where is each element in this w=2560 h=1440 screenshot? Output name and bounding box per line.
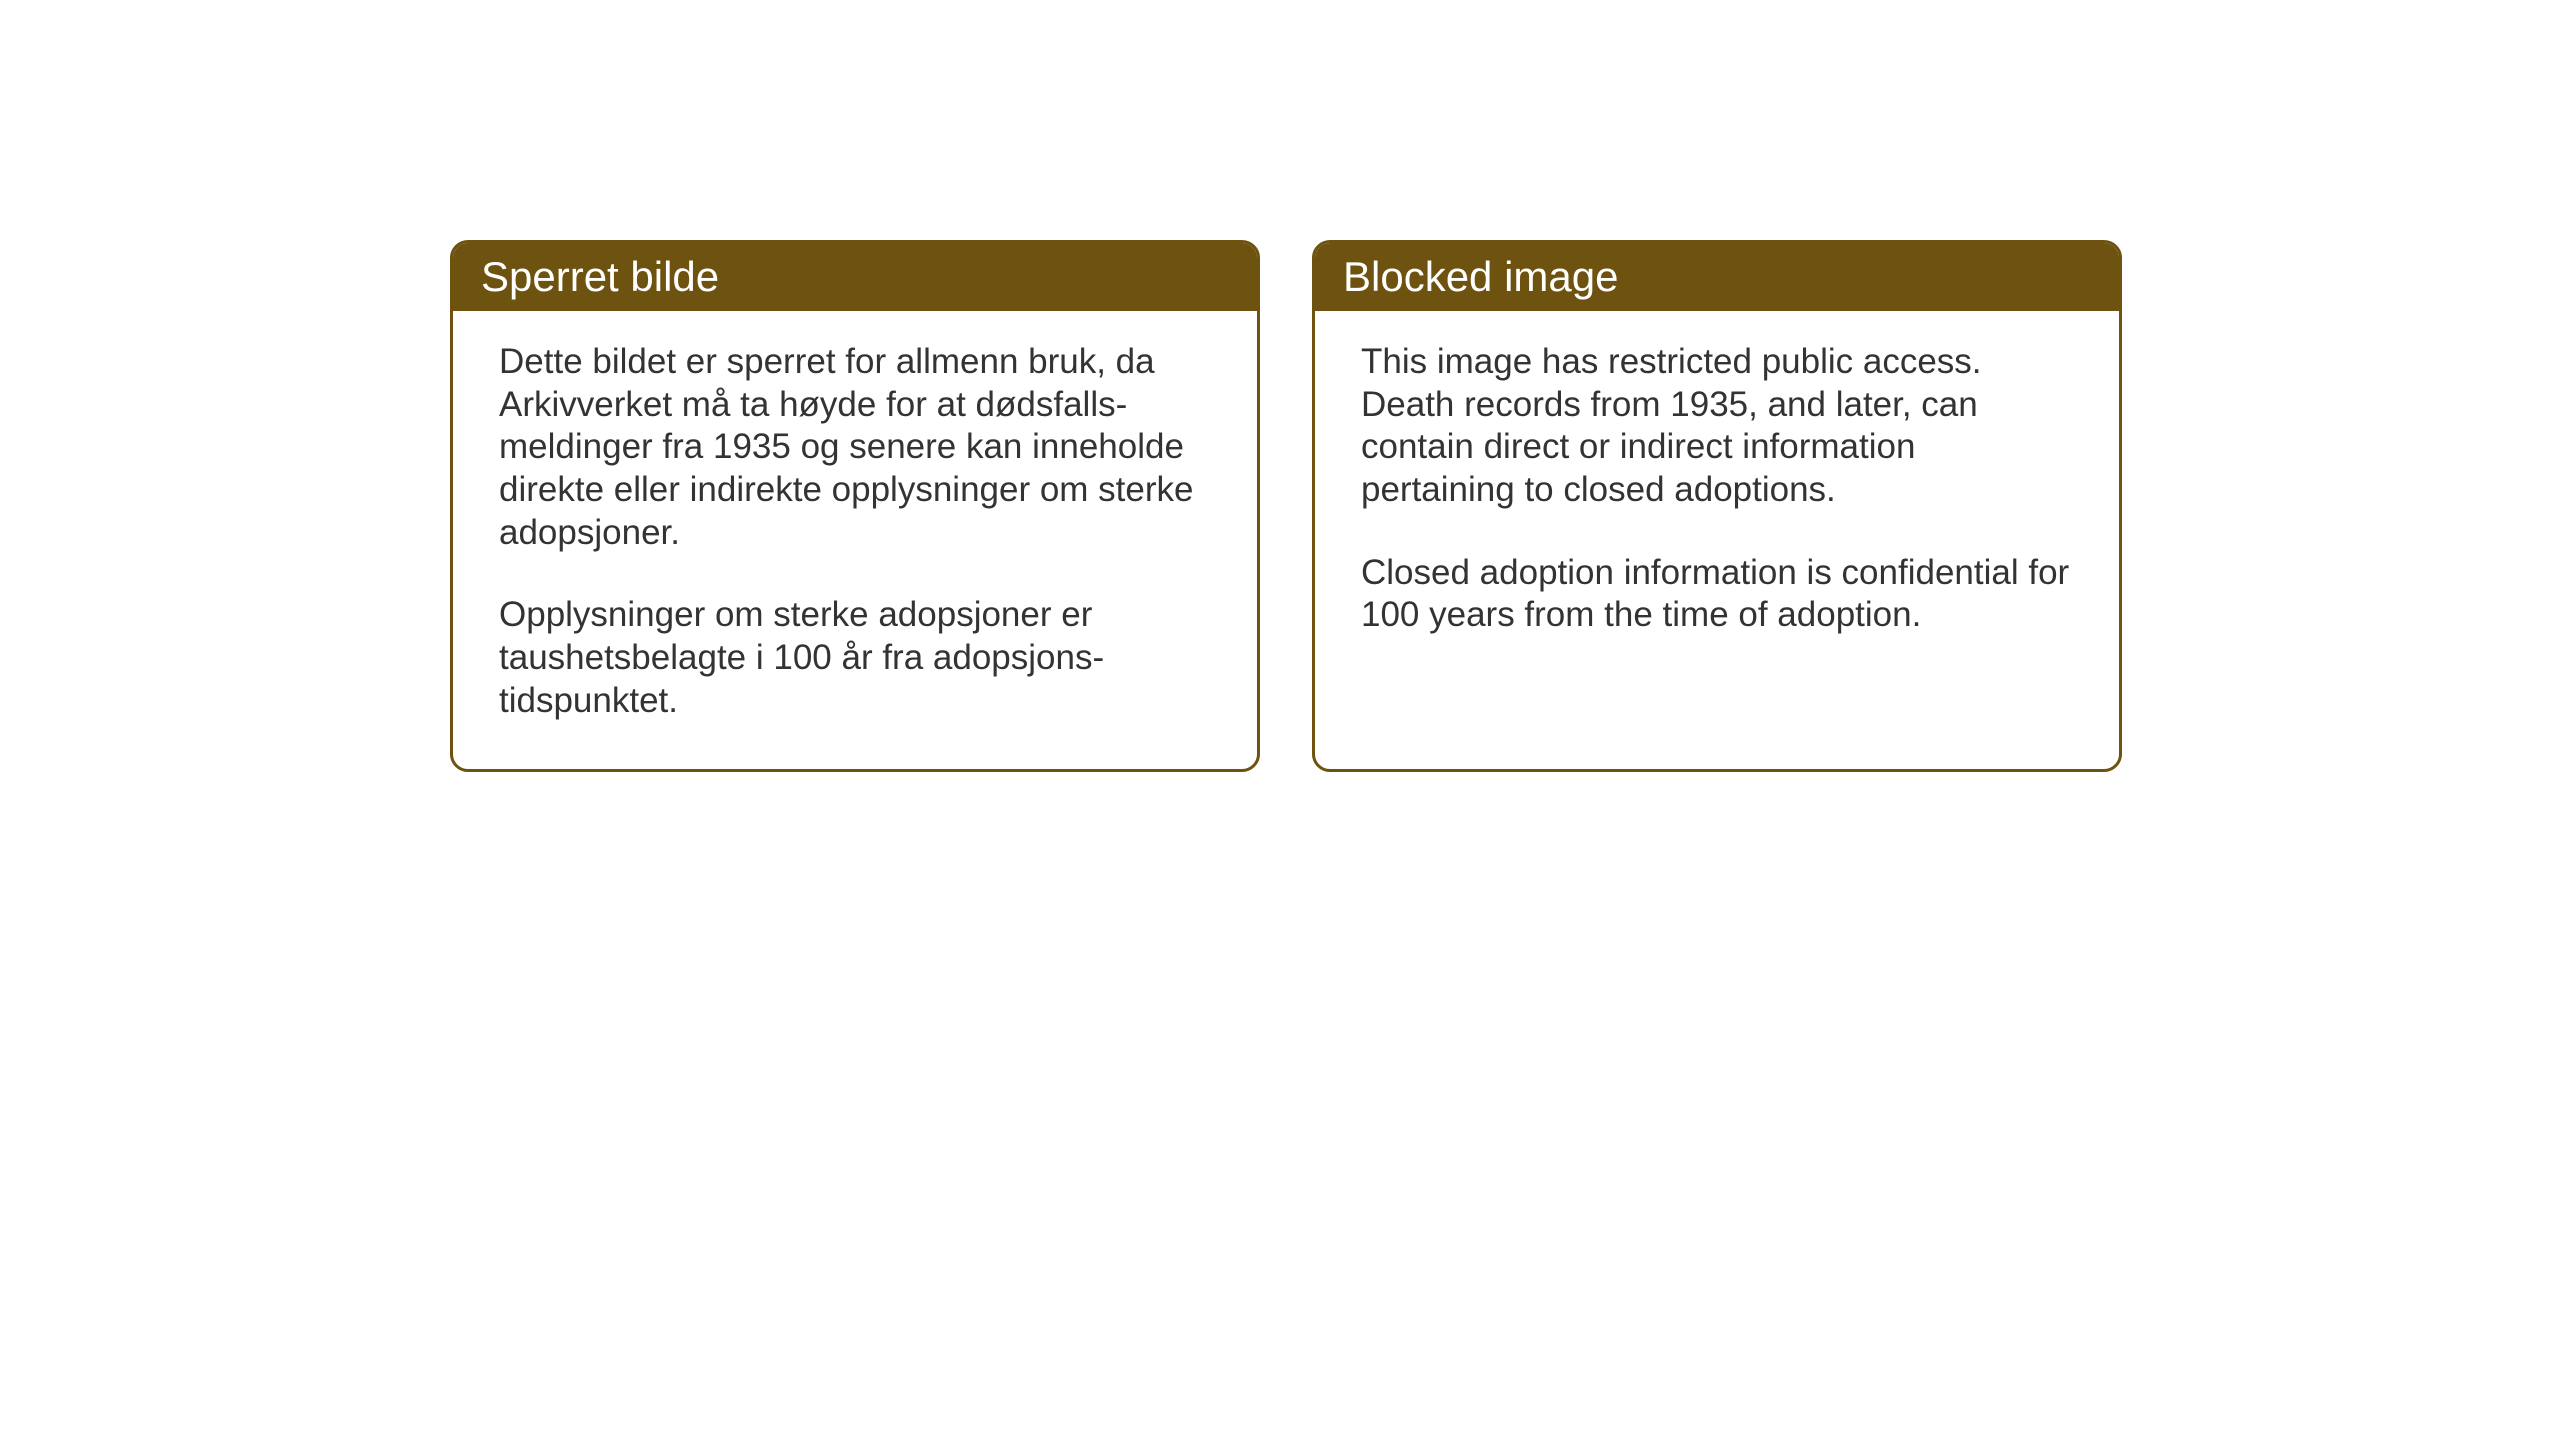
norwegian-card-body: Dette bildet er sperret for allmenn bruk… xyxy=(453,311,1257,769)
norwegian-paragraph-1: Dette bildet er sperret for allmenn bruk… xyxy=(499,341,1211,554)
english-notice-card: Blocked image This image has restricted … xyxy=(1312,240,2122,772)
notice-cards-container: Sperret bilde Dette bildet er sperret fo… xyxy=(450,240,2122,772)
english-card-body: This image has restricted public access.… xyxy=(1315,311,2119,716)
english-paragraph-1: This image has restricted public access.… xyxy=(1361,341,2073,512)
norwegian-card-title: Sperret bilde xyxy=(453,243,1257,311)
norwegian-notice-card: Sperret bilde Dette bildet er sperret fo… xyxy=(450,240,1260,772)
norwegian-paragraph-2: Opplysninger om sterke adopsjoner er tau… xyxy=(499,594,1211,722)
english-paragraph-2: Closed adoption information is confident… xyxy=(1361,552,2073,637)
english-card-title: Blocked image xyxy=(1315,243,2119,311)
